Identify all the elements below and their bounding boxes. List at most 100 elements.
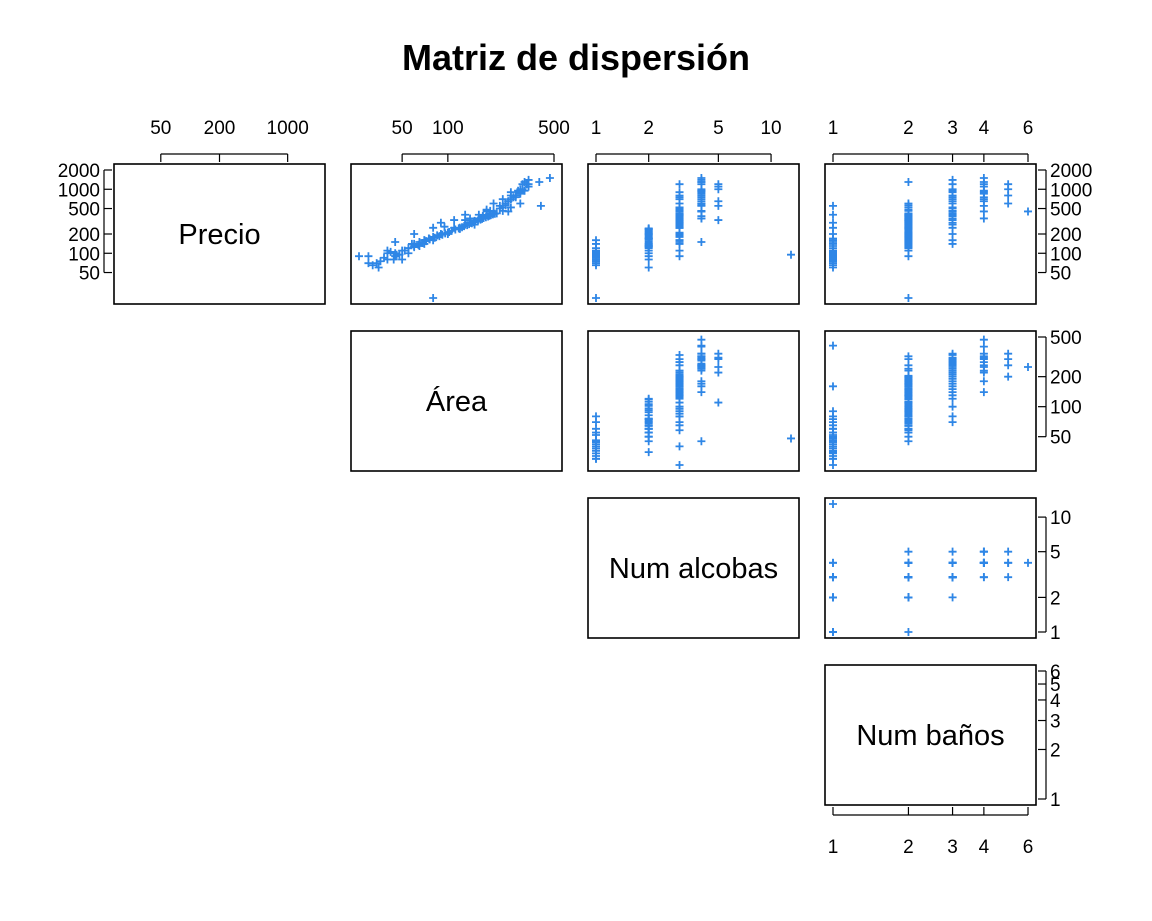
left-tick-label: 200 [68, 225, 100, 246]
data-point [644, 263, 653, 272]
data-point [490, 209, 499, 218]
data-point [592, 412, 600, 421]
data-point [714, 216, 723, 225]
data-point [979, 361, 988, 370]
right-tick-label: 4 [1050, 691, 1061, 712]
left-tick-label: 100 [68, 244, 100, 265]
data-point [904, 628, 913, 636]
data-point [697, 388, 706, 397]
data-point [536, 201, 545, 210]
data-point [979, 547, 988, 556]
data-point [904, 547, 913, 556]
bottom-tick-label: 2 [903, 837, 914, 858]
panel-num-alcobas-vs-num-banos [824, 497, 1037, 639]
data-point [948, 175, 957, 184]
data-point [644, 448, 653, 457]
data-point [592, 430, 600, 439]
data-point [495, 201, 504, 210]
data-point [979, 573, 988, 582]
data-point [829, 430, 837, 439]
data-point [697, 214, 706, 223]
data-point [511, 193, 520, 202]
data-point [697, 191, 706, 200]
data-point [829, 500, 837, 508]
data-point [948, 186, 957, 195]
data-point [430, 233, 439, 242]
right-tick-label: 500 [1050, 328, 1082, 349]
top-tick-label: 50 [150, 118, 171, 139]
data-point [675, 412, 684, 421]
right-tick-label: 10 [1050, 508, 1071, 529]
variable-label-num-banos: Num baños [856, 720, 1004, 752]
data-point [904, 201, 913, 210]
left-tick-label: 1000 [58, 180, 100, 201]
data-point [644, 395, 653, 404]
data-point [829, 452, 837, 461]
data-point [535, 177, 544, 186]
data-point [697, 437, 706, 446]
data-point [429, 223, 438, 232]
bottom-tick-label: 3 [947, 837, 958, 858]
data-point [948, 418, 957, 427]
data-point [386, 247, 395, 256]
top-tick-label: 1 [591, 118, 602, 139]
data-point [1004, 573, 1013, 582]
right-tick-label: 1 [1050, 623, 1061, 644]
data-point [829, 218, 837, 227]
bottom-tick-label: 1 [828, 837, 839, 858]
panel-area-vs-num-alcobas [587, 330, 800, 472]
data-point [644, 432, 653, 441]
data-point [675, 461, 684, 469]
data-point [461, 216, 470, 225]
data-point [516, 185, 525, 194]
data-point [979, 214, 988, 223]
data-point [389, 255, 398, 264]
data-point [829, 237, 837, 246]
data-point [1004, 180, 1013, 189]
data-point [829, 230, 837, 238]
data-point [447, 226, 456, 235]
data-point [697, 237, 706, 246]
data-point [675, 442, 684, 451]
data-point [644, 224, 653, 233]
data-point [979, 188, 988, 197]
data-point [524, 180, 533, 189]
data-point [829, 593, 837, 602]
data-point [829, 407, 837, 416]
data-point [948, 206, 957, 215]
data-point [400, 246, 409, 255]
panel-num-alcobas-vs-num-alcobas [587, 497, 800, 639]
data-point [1004, 199, 1013, 208]
data-point [829, 558, 837, 567]
chart-title: Matriz de dispersión [402, 37, 750, 78]
data-point [368, 261, 377, 270]
top-tick-label: 3 [947, 118, 958, 139]
data-point [355, 252, 363, 261]
data-point [675, 350, 684, 359]
data-point [410, 243, 419, 252]
right-tick-label: 200 [1050, 225, 1082, 246]
data-point [498, 195, 507, 204]
variable-label-precio: Precio [178, 219, 260, 251]
top-tick-label: 200 [204, 118, 236, 139]
data-point [675, 402, 684, 411]
data-point [675, 371, 684, 380]
data-point [904, 209, 913, 218]
data-point [429, 294, 438, 302]
data-point [374, 263, 383, 272]
data-point [714, 398, 723, 407]
right-tick-label: 6 [1050, 662, 1061, 683]
bottom-tick-label: 4 [979, 837, 990, 858]
data-point [904, 294, 913, 302]
data-point [948, 547, 957, 556]
data-point [829, 246, 837, 255]
data-point [697, 349, 706, 358]
data-point [441, 229, 450, 238]
left-tick-label: 500 [68, 200, 100, 221]
data-point [520, 186, 529, 195]
panel-precio-vs-precio [113, 163, 326, 305]
data-point [697, 335, 706, 344]
data-point [829, 341, 837, 350]
data-point [948, 402, 957, 411]
